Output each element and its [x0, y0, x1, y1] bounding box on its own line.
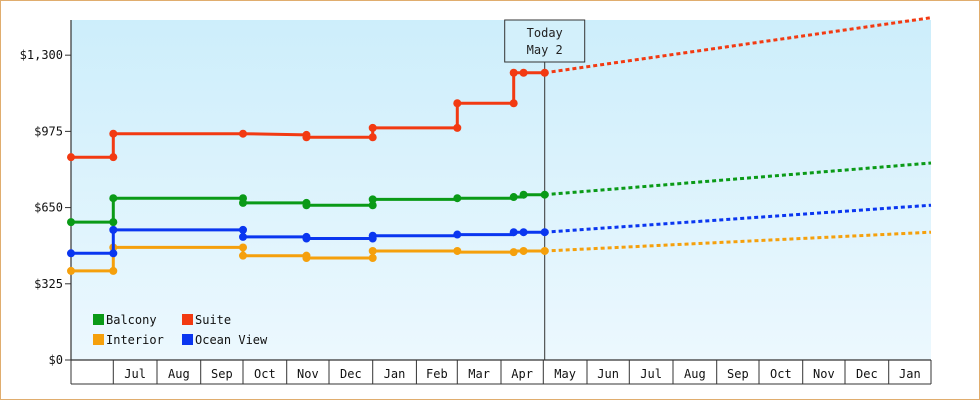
data-point-suite-0: [67, 153, 75, 162]
legend-label-suite: Suite: [195, 313, 231, 327]
series-forecast-interior: [544, 230, 932, 253]
x-tick-label-3: Oct: [254, 367, 276, 381]
data-point-balcony-7: [368, 201, 377, 210]
data-point-balcony-4: [239, 198, 247, 207]
data-point-suite-9: [453, 99, 462, 108]
series-balcony: [67, 161, 932, 227]
data-point-interior-1: [109, 266, 118, 275]
data-point-interior-0: [67, 266, 75, 275]
series-interior: [67, 230, 932, 275]
x-tick-label-9: Apr: [511, 367, 533, 381]
data-point-interior-7: [368, 254, 377, 262]
legend-label-ocean-view: Ocean View: [195, 333, 268, 347]
data-point-interior-3: [239, 243, 247, 252]
plot-background: [71, 20, 931, 360]
series-line-ocean-view: [71, 228, 545, 255]
data-point-ocean-view-3: [239, 225, 247, 234]
today-date-label: May 2: [527, 43, 563, 57]
data-point-suite-8: [453, 123, 462, 132]
data-point-suite-1: [109, 153, 118, 162]
data-point-ocean-view-8: [368, 231, 377, 240]
x-tick-label-6: Jan: [384, 367, 406, 381]
data-point-interior-8: [368, 246, 377, 255]
data-point-suite-6: [368, 133, 377, 142]
data-point-suite-3: [239, 129, 247, 138]
x-tick-label-4: Nov: [297, 367, 319, 381]
y-tick-label-3: $975: [34, 124, 63, 138]
data-point-suite-12: [519, 68, 528, 77]
data-point-interior-4: [239, 251, 247, 260]
data-point-ocean-view-0: [67, 249, 75, 258]
data-point-balcony-2: [109, 194, 118, 203]
data-point-balcony-9: [453, 194, 462, 203]
today-marker: Today May 2: [504, 19, 586, 360]
legend: Balcony Suite Interior Ocean View: [93, 313, 268, 347]
data-point-ocean-view-4: [239, 232, 247, 241]
data-point-balcony-6: [302, 201, 311, 210]
x-tick-label-1: Aug: [168, 367, 190, 381]
data-point-ocean-view-1: [109, 249, 118, 258]
data-point-ocean-view-2: [109, 225, 118, 234]
x-tick-label-5: Dec: [340, 367, 362, 381]
data-point-interior-6: [302, 254, 311, 262]
y-tick-label-2: $650: [34, 201, 63, 215]
data-point-interior-9: [453, 246, 462, 255]
data-point-ocean-view-6: [302, 234, 311, 243]
x-tick-label-2: Sep: [211, 367, 233, 381]
x-tick-label-15: Oct: [770, 367, 792, 381]
y-tick-label-0: $0: [49, 353, 63, 367]
data-point-balcony-10: [509, 193, 518, 202]
data-point-balcony-11: [519, 190, 528, 199]
x-axis: Jul Aug Sep Oct Nov Dec Jan Feb Mar Apr May Jun Jul A…: [70, 359, 932, 385]
data-point-ocean-view-today: [540, 228, 549, 237]
data-point-suite-11: [509, 68, 518, 77]
series-lines: [67, 16, 932, 275]
legend-swatch-suite: [182, 314, 193, 325]
data-point-balcony-8: [368, 195, 377, 204]
x-tick-label-18: Jan: [899, 367, 921, 381]
x-tick-label-7: Feb: [426, 367, 448, 381]
data-point-suite-7: [368, 123, 377, 132]
legend-swatch-balcony: [93, 314, 104, 325]
today-box: [504, 19, 586, 63]
y-tick-label-1: $325: [34, 277, 63, 291]
series-line-interior: [71, 245, 545, 273]
data-point-balcony-0: [67, 218, 75, 227]
data-point-interior-11: [519, 246, 528, 255]
x-tick-label-0: Jul: [124, 367, 146, 381]
data-point-suite-2: [109, 129, 118, 138]
series-forecast-balcony: [544, 161, 932, 197]
x-tick-label-11: Jun: [597, 367, 619, 381]
y-tick-label-4: $1,300: [20, 48, 63, 62]
legend-label-interior: Interior: [106, 333, 164, 347]
series-ocean-view: [67, 203, 932, 258]
series-forecast-suite: [544, 16, 932, 75]
x-tick-label-13: Aug: [684, 367, 706, 381]
x-tick-label-17: Dec: [856, 367, 878, 381]
data-point-suite-10: [509, 99, 518, 108]
legend-swatch-ocean-view: [182, 334, 193, 345]
data-point-ocean-view-10: [509, 228, 518, 237]
data-point-balcony-today: [540, 190, 549, 199]
series-forecast-ocean-view: [544, 203, 932, 234]
data-point-interior-10: [509, 248, 518, 257]
legend-label-balcony: Balcony: [106, 313, 157, 327]
x-tick-label-16: Nov: [813, 367, 835, 381]
x-tick-label-10: May: [554, 367, 576, 381]
data-point-suite-today: [540, 68, 549, 77]
legend-swatch-interior: [93, 334, 104, 345]
x-tick-label-8: Mar: [468, 367, 490, 381]
y-axis: $0 $325 $650 $975 $1,300: [20, 20, 72, 367]
data-point-ocean-view-9: [453, 230, 462, 239]
data-point-ocean-view-11: [519, 228, 528, 237]
x-tick-label-14: Sep: [727, 367, 749, 381]
data-point-suite-5: [302, 133, 311, 142]
today-label: Today: [527, 26, 563, 40]
series-suite: [67, 16, 932, 162]
data-point-interior-today: [540, 246, 549, 255]
x-tick-label-12: Jul: [640, 367, 662, 381]
data-point-balcony-1: [109, 218, 118, 227]
